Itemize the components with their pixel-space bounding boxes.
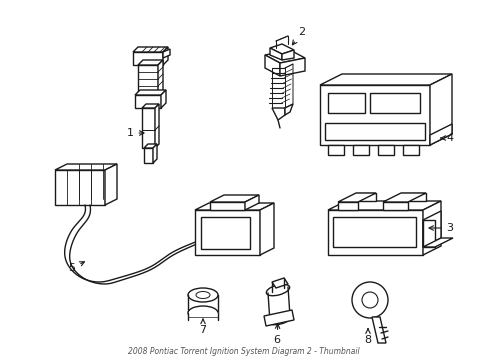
- Polygon shape: [429, 74, 451, 145]
- Ellipse shape: [266, 284, 289, 296]
- Polygon shape: [260, 203, 273, 255]
- Polygon shape: [282, 50, 293, 60]
- Polygon shape: [158, 60, 163, 95]
- Polygon shape: [269, 48, 282, 60]
- Polygon shape: [271, 278, 287, 288]
- Polygon shape: [135, 95, 161, 108]
- Ellipse shape: [268, 313, 291, 325]
- Polygon shape: [319, 85, 429, 145]
- Polygon shape: [163, 49, 170, 58]
- Polygon shape: [269, 44, 293, 54]
- Polygon shape: [327, 93, 364, 113]
- Polygon shape: [332, 217, 415, 247]
- Polygon shape: [337, 193, 375, 202]
- Polygon shape: [271, 108, 285, 120]
- Text: 5: 5: [68, 262, 84, 273]
- Polygon shape: [285, 104, 292, 115]
- Polygon shape: [135, 90, 165, 95]
- Polygon shape: [400, 193, 425, 201]
- Polygon shape: [244, 195, 259, 210]
- Polygon shape: [352, 145, 368, 155]
- Polygon shape: [422, 238, 452, 247]
- Polygon shape: [264, 55, 280, 76]
- Polygon shape: [280, 58, 305, 76]
- Text: 2: 2: [292, 27, 305, 45]
- Polygon shape: [195, 210, 260, 255]
- Polygon shape: [163, 47, 168, 65]
- Polygon shape: [377, 145, 393, 155]
- Polygon shape: [264, 50, 305, 63]
- Ellipse shape: [187, 306, 218, 320]
- Ellipse shape: [196, 292, 209, 298]
- Polygon shape: [422, 201, 440, 255]
- Polygon shape: [201, 217, 249, 249]
- Polygon shape: [155, 104, 159, 148]
- Polygon shape: [382, 193, 425, 202]
- Polygon shape: [143, 148, 153, 163]
- Polygon shape: [402, 145, 418, 155]
- Polygon shape: [105, 164, 117, 205]
- Polygon shape: [55, 170, 105, 205]
- Polygon shape: [142, 108, 155, 148]
- Text: 1: 1: [126, 128, 143, 138]
- Polygon shape: [138, 60, 163, 65]
- Polygon shape: [195, 203, 273, 210]
- Polygon shape: [142, 104, 159, 108]
- Polygon shape: [143, 144, 157, 148]
- Text: 7: 7: [199, 319, 206, 335]
- Polygon shape: [133, 47, 168, 52]
- Ellipse shape: [187, 288, 218, 302]
- Polygon shape: [429, 124, 451, 145]
- Polygon shape: [133, 52, 163, 65]
- Polygon shape: [209, 195, 259, 202]
- Text: 4: 4: [440, 133, 453, 143]
- Polygon shape: [422, 211, 440, 247]
- Polygon shape: [264, 310, 293, 326]
- Circle shape: [351, 282, 387, 318]
- Polygon shape: [382, 202, 407, 210]
- Polygon shape: [327, 145, 343, 155]
- Polygon shape: [369, 93, 419, 113]
- Text: 6: 6: [273, 324, 280, 345]
- Polygon shape: [319, 74, 451, 85]
- Polygon shape: [325, 123, 424, 140]
- Polygon shape: [337, 202, 357, 210]
- Polygon shape: [187, 313, 218, 320]
- Circle shape: [361, 292, 377, 308]
- Polygon shape: [161, 90, 165, 108]
- Polygon shape: [138, 65, 158, 95]
- Polygon shape: [327, 201, 440, 210]
- Polygon shape: [55, 164, 117, 170]
- Polygon shape: [371, 317, 385, 343]
- Text: 2008 Pontiac Torrent Ignition System Diagram 2 - Thumbnail: 2008 Pontiac Torrent Ignition System Dia…: [128, 347, 359, 356]
- Polygon shape: [355, 193, 375, 201]
- Polygon shape: [422, 220, 434, 247]
- Polygon shape: [209, 202, 244, 210]
- Text: 8: 8: [364, 329, 371, 345]
- Text: 3: 3: [428, 223, 452, 233]
- Polygon shape: [153, 144, 157, 163]
- Polygon shape: [327, 210, 422, 255]
